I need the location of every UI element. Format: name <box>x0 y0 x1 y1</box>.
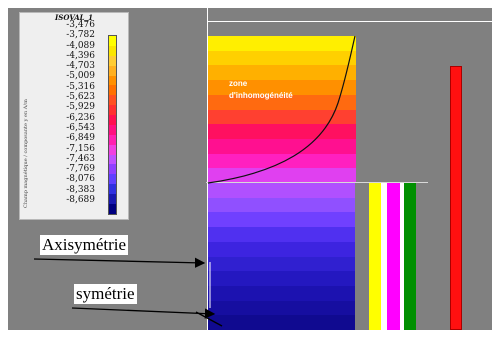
field-band <box>208 227 356 243</box>
legend-value: -6,236 <box>66 112 95 123</box>
legend-axis-label: Champ magnétique / composante y en A/m <box>23 99 29 208</box>
field-band <box>208 153 356 170</box>
legend-value: -7,463 <box>66 153 95 164</box>
plot-viewport: ISOVAL_1 Champ magnétique / composante y… <box>8 8 492 330</box>
zone-label-line2: d'inhomogénéité <box>229 91 293 100</box>
field-band <box>208 300 356 317</box>
red-bar <box>450 66 462 330</box>
field-band <box>208 109 356 126</box>
legend-swatch <box>109 203 116 214</box>
legend-value: -7,769 <box>66 164 95 175</box>
color-bar-block <box>404 183 416 330</box>
color-bar-block <box>387 183 400 330</box>
legend-value: -5,316 <box>66 81 95 92</box>
legend-value: -4,089 <box>66 40 95 51</box>
legend-swatch <box>109 115 116 125</box>
field-band <box>208 241 356 258</box>
legend-value: -3,782 <box>66 30 95 41</box>
legend-value: -5,929 <box>66 102 95 113</box>
legend-swatch <box>109 65 116 76</box>
legend-swatch <box>109 105 116 115</box>
legend-swatch <box>109 124 116 135</box>
legend-value: -4,396 <box>66 50 95 61</box>
field-band <box>208 315 356 330</box>
legend-colorbar <box>108 35 117 215</box>
field-band <box>208 256 356 273</box>
legend-swatch <box>109 95 116 106</box>
legend-swatch <box>109 36 116 46</box>
field-band <box>208 50 356 67</box>
color-bar-block <box>369 183 381 330</box>
legend-value: -8,383 <box>66 184 95 195</box>
legend-values: -3,476 -3,782 -4,089 -4,396 -4,703 -5,009 -5,3… <box>37 20 97 205</box>
legend-value: -8,689 <box>66 195 95 206</box>
legend-swatch <box>109 144 116 155</box>
field-band <box>208 36 356 52</box>
field-band <box>208 138 356 155</box>
legend-value: -4,703 <box>66 61 95 72</box>
field-band <box>208 124 356 140</box>
field-band <box>208 197 356 214</box>
legend-value: -5,009 <box>66 71 95 82</box>
legend-swatch <box>109 174 116 185</box>
frame-top-line <box>207 21 492 22</box>
legend-swatch <box>109 164 116 175</box>
legend-value: -3,476 <box>66 20 95 30</box>
field-band <box>208 183 356 199</box>
field-band <box>208 285 356 302</box>
zone-label-line1: zone <box>229 79 248 88</box>
legend-swatch <box>109 75 116 86</box>
frame-vertical-line <box>207 8 208 330</box>
color-bar-block <box>400 183 404 330</box>
legend-value: -6,849 <box>66 133 95 144</box>
symetrie-label: symétrie <box>74 284 137 304</box>
color-bar-stack <box>355 183 423 330</box>
legend-swatch <box>109 85 116 96</box>
legend-swatch <box>109 134 116 145</box>
color-bar-block <box>416 183 423 330</box>
field-band <box>208 212 356 229</box>
legend-swatch <box>109 154 116 165</box>
legend-swatch <box>109 194 116 204</box>
field-band <box>208 271 356 287</box>
color-legend: ISOVAL_1 Champ magnétique / composante y… <box>19 12 129 220</box>
color-bar-block <box>355 183 369 330</box>
zone-annotation: zone d'inhomogénéité <box>229 78 293 102</box>
legend-swatch <box>109 55 116 66</box>
legend-value: -5,623 <box>66 92 95 103</box>
legend-title: ISOVAL_1 <box>55 13 93 22</box>
color-bar-block <box>381 183 387 330</box>
legend-value: -6,543 <box>66 122 95 133</box>
legend-value: -7,156 <box>66 143 95 154</box>
axisymetrie-label: Axisymétrie <box>40 235 129 255</box>
legend-swatch <box>109 45 116 56</box>
legend-swatch <box>109 184 116 194</box>
legend-value: -8,076 <box>66 174 95 185</box>
